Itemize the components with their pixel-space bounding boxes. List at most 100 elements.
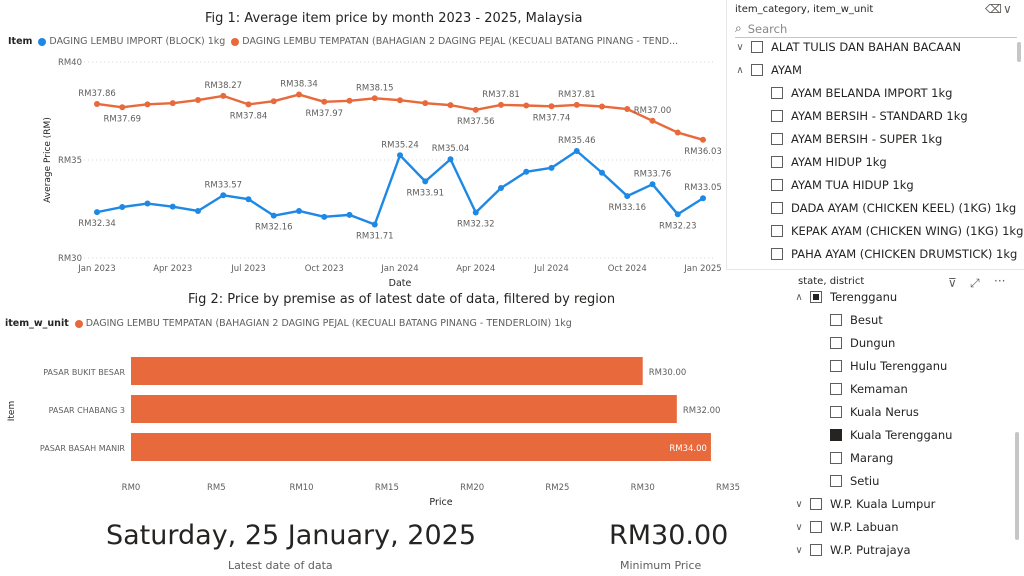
checkbox[interactable] <box>810 544 822 556</box>
checkbox[interactable] <box>771 248 783 260</box>
fig2-legend-title: item_w_unit <box>5 318 69 329</box>
checkbox[interactable] <box>751 64 763 76</box>
chevron-down-icon[interactable]: ∨ <box>795 544 803 556</box>
checkbox[interactable] <box>810 521 822 533</box>
legend-item-bar[interactable]: DAGING LEMBU TEMPATAN (BAHAGIAN 2 DAGING… <box>85 318 572 329</box>
item-search-box[interactable]: ⌕ Search <box>735 20 1017 38</box>
data-point-import <box>270 212 277 219</box>
chevron-down-icon[interactable]: ∨ <box>736 41 744 53</box>
region-slicer-item[interactable]: Dungun <box>830 332 895 354</box>
checkbox[interactable] <box>830 337 842 349</box>
item-slicer-item[interactable]: AYAM BERSIH - SUPER 1kg <box>771 128 942 150</box>
data-point-tempatan <box>195 97 201 104</box>
fig1-x-tick: Jan 2024 <box>380 264 418 274</box>
region-slicer-item-label: W.P. Labuan <box>830 520 899 534</box>
filter-icon[interactable]: ⊽ <box>948 276 957 290</box>
region-slicer-item[interactable]: Kuala Terengganu <box>830 424 952 446</box>
checkbox[interactable] <box>830 429 842 441</box>
region-slicer-item[interactable]: Marang <box>830 447 893 469</box>
checkbox[interactable] <box>830 360 842 372</box>
region-slicer-item[interactable]: ∧ Terengganu <box>792 286 897 308</box>
checkbox[interactable] <box>810 498 822 510</box>
item-slicer-item[interactable]: AYAM BERSIH - STANDARD 1kg <box>771 105 968 127</box>
chevron-up-icon[interactable]: ∧ <box>736 64 744 76</box>
data-label-import: RM35.24 <box>381 140 419 150</box>
data-label-tempatan: RM36.03 <box>684 147 722 157</box>
checkbox[interactable] <box>830 406 842 418</box>
item-slicer-item[interactable]: ∨ ALAT TULIS DAN BAHAN BACAAN <box>733 36 961 58</box>
region-slicer-item[interactable]: Hulu Terengganu <box>830 355 947 377</box>
data-point-tempatan <box>523 102 530 109</box>
item-slicer-item[interactable]: DADA AYAM (CHICKEN KEEL) (1KG) 1kg <box>771 197 1016 219</box>
legend-item-import[interactable]: DAGING LEMBU IMPORT (BLOCK) 1kg <box>49 36 226 47</box>
data-point-tempatan <box>119 104 126 111</box>
data-point-import <box>548 164 555 171</box>
chevron-down-icon[interactable]: ∨ <box>1003 2 1012 16</box>
checkbox[interactable] <box>771 110 783 122</box>
data-label-tempatan: RM37.56 <box>457 117 495 127</box>
region-slicer-item-label: W.P. Putrajaya <box>830 543 911 557</box>
region-slicer-item[interactable]: Besut <box>830 309 883 331</box>
checkbox[interactable] <box>751 41 763 53</box>
checkbox[interactable] <box>830 475 842 487</box>
legend-dot-import <box>38 37 47 46</box>
data-label-tempatan: RM37.81 <box>482 90 520 100</box>
data-label-import: RM32.16 <box>255 223 293 233</box>
data-point-tempatan <box>144 101 151 108</box>
item-slicer-item-label: ALAT TULIS DAN BAHAN BACAAN <box>771 40 961 54</box>
fig1-x-tick: Oct 2024 <box>608 264 647 274</box>
region-slicer-item[interactable]: ∨ W.P. Kuala Lumpur <box>792 493 935 515</box>
region-slicer-item-label: Marang <box>850 451 894 465</box>
region-slicer-item[interactable]: Kuala Nerus <box>830 401 919 423</box>
region-slicer-scrollbar[interactable] <box>1015 432 1019 540</box>
data-point-tempatan <box>649 117 656 124</box>
checkbox[interactable] <box>771 202 783 214</box>
region-slicer-item[interactable]: ∨ W.P. Putrajaya <box>792 539 911 561</box>
region-slicer-item[interactable]: Kemaman <box>830 378 908 400</box>
item-slicer: item_category, item_w_unit ⌫ ∨ ⌕ Search … <box>726 0 1024 270</box>
data-label-import: RM31.71 <box>356 231 394 241</box>
item-slicer-scrollbar[interactable] <box>1017 42 1021 62</box>
checkbox[interactable] <box>810 291 822 303</box>
bar-category-label: PASAR BASAH MANIR <box>40 444 126 453</box>
region-slicer-item[interactable]: Setiu <box>830 470 879 492</box>
expand-icon[interactable]: ⤢ <box>970 276 980 290</box>
latest-date-label: Latest date of data <box>228 559 333 572</box>
region-slicer-item-label: W.P. Kuala Lumpur <box>830 497 936 511</box>
fig2-x-tick: RM5 <box>207 483 226 493</box>
data-label-tempatan: RM38.15 <box>356 83 394 93</box>
data-label-import: RM35.04 <box>432 144 470 154</box>
checkbox[interactable] <box>830 383 842 395</box>
item-slicer-item[interactable]: PAHA AYAM (CHICKEN DRUMSTICK) 1kg <box>771 243 1017 265</box>
chevron-down-icon[interactable]: ∨ <box>795 521 803 533</box>
bar-category-label: PASAR CHABANG 3 <box>49 406 125 415</box>
legend-dot-bar <box>74 319 83 328</box>
data-point-tempatan <box>220 92 227 99</box>
checkbox[interactable] <box>771 156 783 168</box>
chevron-up-icon[interactable]: ∧ <box>795 291 803 303</box>
checkbox[interactable] <box>830 314 842 326</box>
checkbox[interactable] <box>771 179 783 191</box>
item-slicer-item[interactable]: KEPAK AYAM (CHICKEN WING) (1KG) 1kg <box>771 220 1023 242</box>
region-slicer-item[interactable]: ∨ W.P. Labuan <box>792 516 899 538</box>
bar-data-label: RM30.00 <box>649 368 687 378</box>
eraser-icon[interactable]: ⌫ <box>985 2 1002 16</box>
chevron-down-icon[interactable]: ∨ <box>795 498 803 510</box>
item-slicer-item[interactable]: AYAM HIDUP 1kg <box>771 151 887 173</box>
legend-item-tempatan[interactable]: DAGING LEMBU TEMPATAN (BAHAGIAN 2 DAGING… <box>242 36 679 47</box>
data-label-tempatan: RM37.84 <box>230 111 268 121</box>
region-slicer-item-label: Terengganu <box>830 290 898 304</box>
checkbox[interactable] <box>771 225 783 237</box>
item-slicer-item[interactable]: ∧ AYAM <box>733 59 802 81</box>
checkbox[interactable] <box>830 452 842 464</box>
data-label-import: RM33.91 <box>406 188 444 198</box>
data-point-tempatan <box>599 103 605 110</box>
data-point-import <box>649 181 656 188</box>
checkbox[interactable] <box>771 133 783 145</box>
more-options-icon[interactable]: ··· <box>994 274 1006 288</box>
item-slicer-item[interactable]: AYAM TUA HIDUP 1kg <box>771 174 914 196</box>
data-point-import <box>169 203 176 210</box>
checkbox[interactable] <box>771 87 783 99</box>
fig2-x-tick: RM20 <box>460 483 484 493</box>
item-slicer-item[interactable]: AYAM BELANDA IMPORT 1kg <box>771 82 952 104</box>
